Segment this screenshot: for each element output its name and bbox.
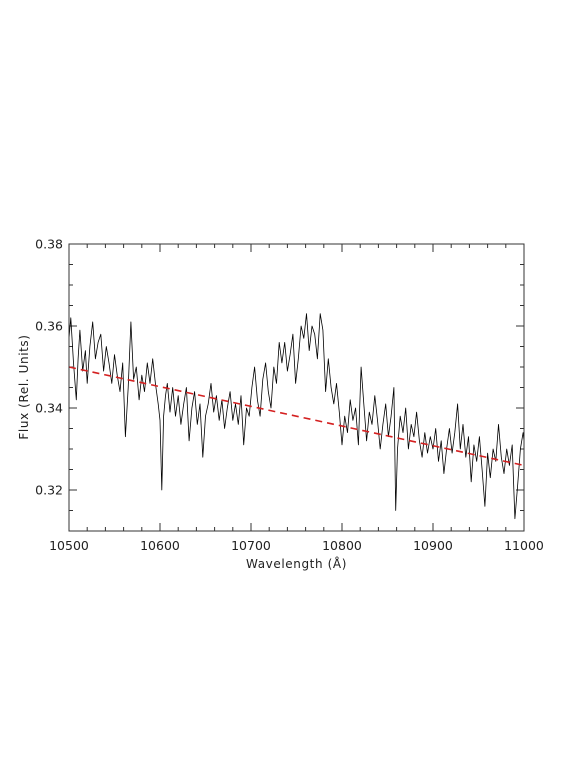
plot-frame <box>68 243 525 532</box>
continuum-fit-line <box>68 366 525 467</box>
x-tick-label: 10600 <box>140 538 180 553</box>
y-axis-title: Flux (Rel. Units) <box>17 334 31 439</box>
x-tick-label: 10800 <box>322 538 362 553</box>
y-tick-label: 0.34 <box>35 401 63 416</box>
x-tick-label: 11000 <box>504 538 544 553</box>
x-tick-labels: 10500 10600 10700 10800 10900 11000 <box>49 538 544 553</box>
x-axis-title: Wavelength (Å) <box>246 556 347 571</box>
y-tick-labels: 0.32 0.34 0.36 0.38 <box>35 237 63 498</box>
y-tick-label: 0.38 <box>35 237 63 252</box>
x-tick-label: 10500 <box>49 538 89 553</box>
y-tick-label: 0.36 <box>35 319 63 334</box>
y-tick-label: 0.32 <box>35 483 63 498</box>
x-tick-label: 10700 <box>231 538 271 553</box>
series-layer <box>68 313 525 520</box>
x-tick-label: 10900 <box>413 538 453 553</box>
